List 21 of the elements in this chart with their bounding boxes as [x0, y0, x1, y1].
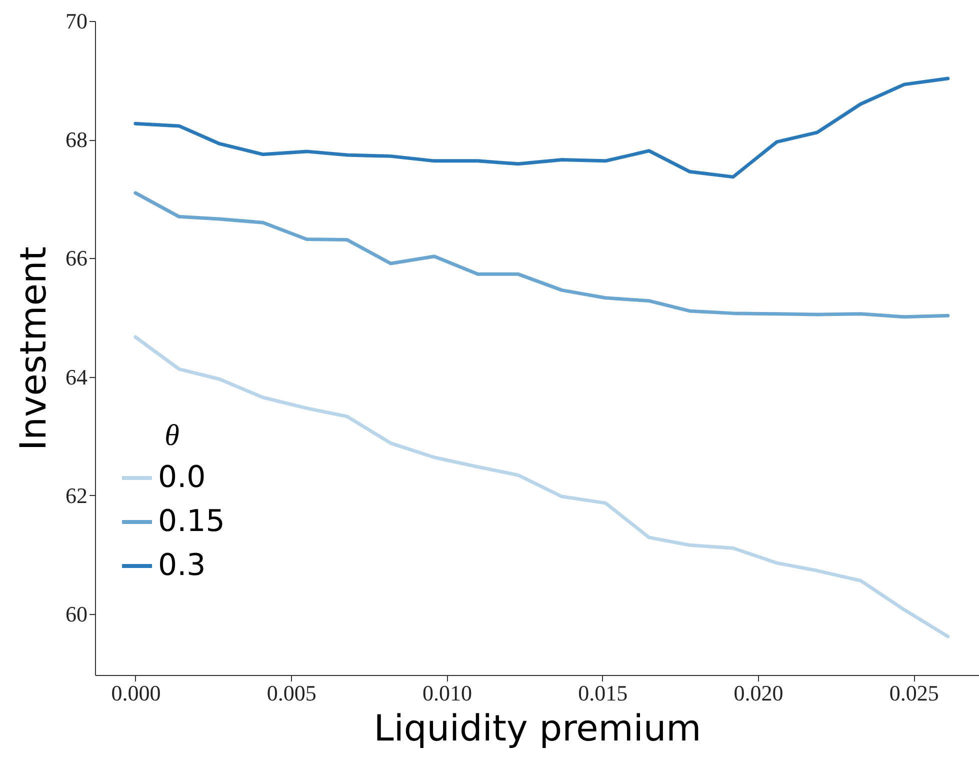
x-tick-label: 0.025	[889, 680, 939, 706]
line-series	[134, 335, 950, 638]
legend-label: 0.0	[158, 460, 206, 495]
legend-label: 0.15	[158, 504, 225, 539]
y-tick-label: 60	[66, 601, 88, 626]
x-tick-label: 0.000	[111, 680, 161, 706]
y-tick-label: 70	[66, 8, 88, 34]
x-tick-label: 0.010	[422, 680, 472, 706]
x-tick-label: 0.005	[266, 680, 316, 706]
y-axis-title: Investment	[14, 246, 54, 450]
x-tick-label: 0.015	[578, 680, 628, 706]
y-tick-label: 64	[66, 364, 88, 390]
x-axis-title: Liquidity premium	[374, 708, 702, 750]
y-tick-label: 66	[66, 246, 88, 271]
y-tick-label: 62	[66, 482, 88, 508]
line-series	[134, 191, 950, 319]
line-series	[134, 76, 950, 179]
legend-title: θ	[164, 419, 180, 452]
y-tick-label: 68	[66, 127, 88, 152]
x-tick-label: 0.020	[734, 680, 784, 706]
legend-label: 0.3	[158, 548, 206, 583]
